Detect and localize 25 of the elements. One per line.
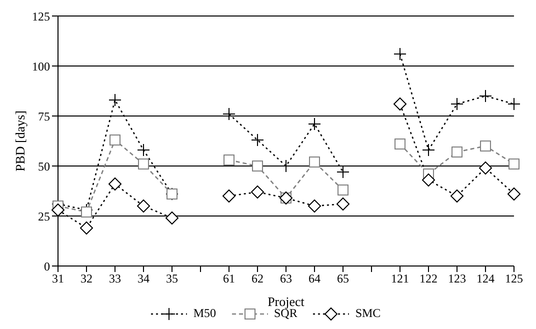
x-tick-label: 121 (391, 272, 409, 286)
x-tick-label: 31 (52, 272, 64, 286)
x-tick-label: 65 (337, 272, 349, 286)
x-tick-label: 32 (80, 272, 92, 286)
x-tick-label: 64 (308, 272, 320, 286)
y-tick-label: 100 (32, 59, 50, 74)
x-tick-label: 62 (252, 272, 264, 286)
y-tick-label: 25 (38, 209, 50, 224)
x-tick-label: 63 (280, 272, 292, 286)
y-tick-label: 50 (38, 159, 50, 174)
x-tick-label: 33 (109, 272, 121, 286)
y-tick-label: 125 (32, 9, 50, 24)
x-tick-label: 123 (448, 272, 466, 286)
x-tick-label: 34 (138, 272, 150, 286)
y-axis-title: PBD [days] (12, 110, 28, 172)
y-tick-label: 75 (38, 109, 50, 124)
x-tick-label: 61 (223, 272, 235, 286)
x-tick-label: 125 (505, 272, 523, 286)
x-axis-title: Project (268, 294, 305, 309)
x-tick-label: 124 (476, 272, 494, 286)
x-tick-label: 35 (166, 272, 178, 286)
legend-label: SMC (355, 306, 381, 321)
legend-label: M50 (193, 306, 216, 321)
y-tick-label: 0 (44, 259, 50, 274)
x-tick-label: 122 (420, 272, 438, 286)
